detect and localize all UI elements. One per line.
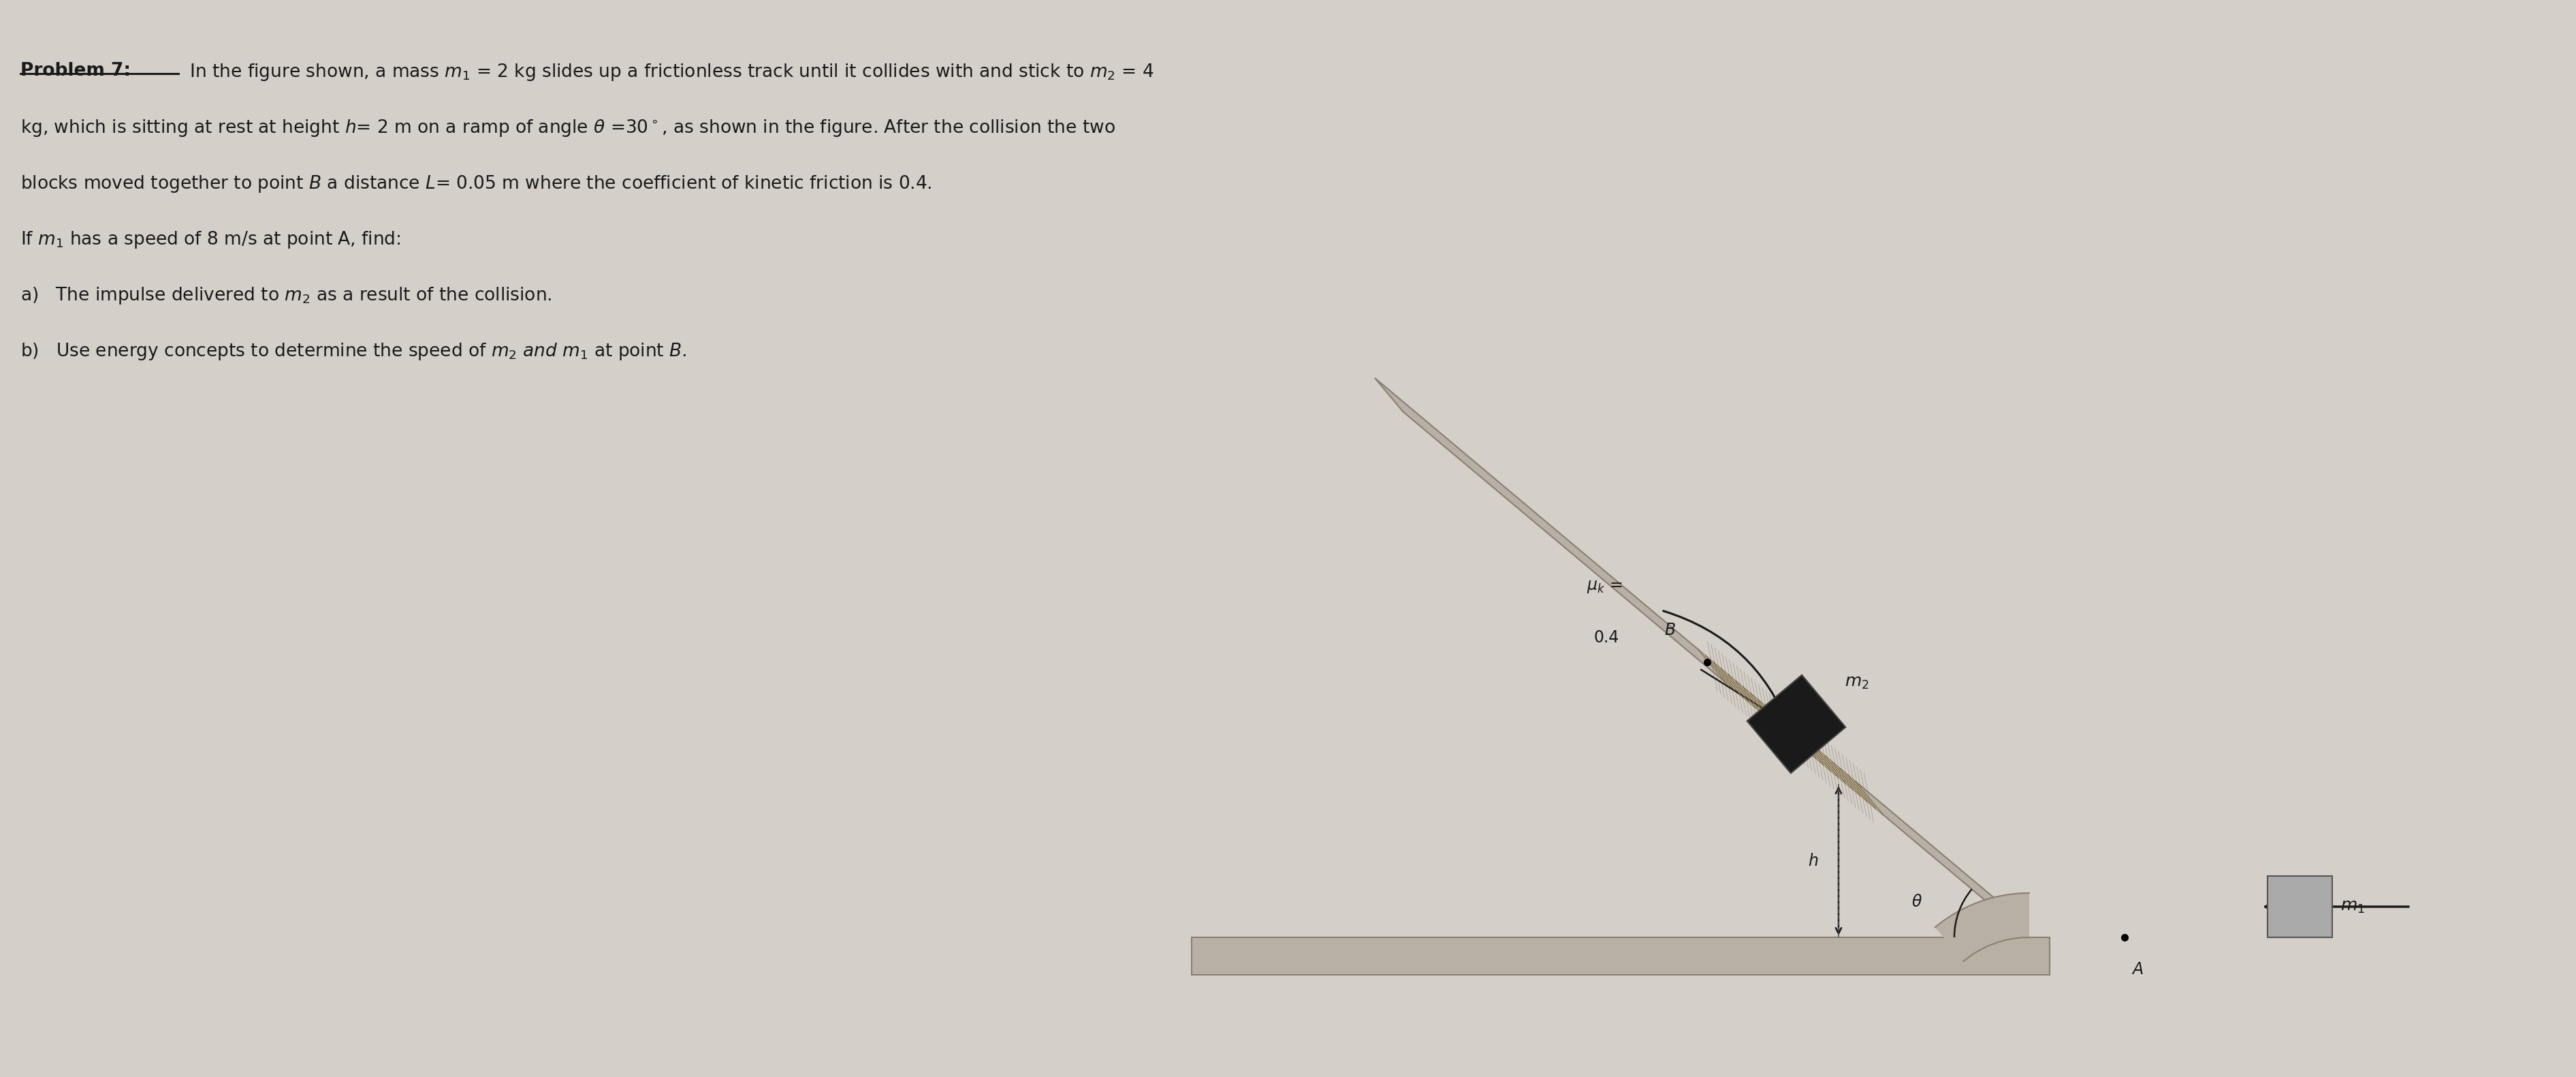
Text: Problem 7:: Problem 7:: [21, 62, 131, 80]
Text: In the figure shown, a mass $m_1$ = 2 kg slides up a frictionless track until it: In the figure shown, a mass $m_1$ = 2 kg…: [178, 62, 1154, 83]
Text: $h$: $h$: [1808, 853, 1819, 869]
Bar: [2267, 876, 2331, 937]
Polygon shape: [1698, 649, 1883, 814]
Text: $\theta$: $\theta$: [1911, 894, 1922, 910]
Polygon shape: [1193, 937, 2050, 975]
Text: 0.4: 0.4: [1595, 629, 1618, 646]
Text: $B$: $B$: [1664, 621, 1674, 639]
Text: blocks moved together to point $B$ a distance $L$= 0.05 m where the coefficient : blocks moved together to point $B$ a dis…: [21, 173, 933, 194]
Text: kg, which is sitting at rest at height $\mathit{h}$= 2 m on a ramp of angle $\th: kg, which is sitting at rest at height $…: [21, 117, 1115, 138]
Text: $m_2$: $m_2$: [1844, 674, 1870, 691]
Text: $A$: $A$: [2130, 961, 2143, 978]
Polygon shape: [1376, 378, 2030, 937]
Text: $m_1$: $m_1$: [2342, 898, 2365, 914]
Text: b)   Use energy concepts to determine the speed of $m_2$ $and$ $m_1$ at point $B: b) Use energy concepts to determine the …: [21, 341, 688, 362]
Text: If $m_1$ has a speed of 8 m/s at point A, find:: If $m_1$ has a speed of 8 m/s at point A…: [21, 229, 402, 250]
Text: $\mu_k$ =: $\mu_k$ =: [1587, 578, 1623, 595]
Polygon shape: [1935, 893, 2030, 962]
Text: $L$: $L$: [1793, 693, 1803, 709]
Polygon shape: [1747, 675, 1844, 773]
Text: a)   The impulse delivered to $m_2$ as a result of the collision.: a) The impulse delivered to $m_2$ as a r…: [21, 285, 551, 306]
